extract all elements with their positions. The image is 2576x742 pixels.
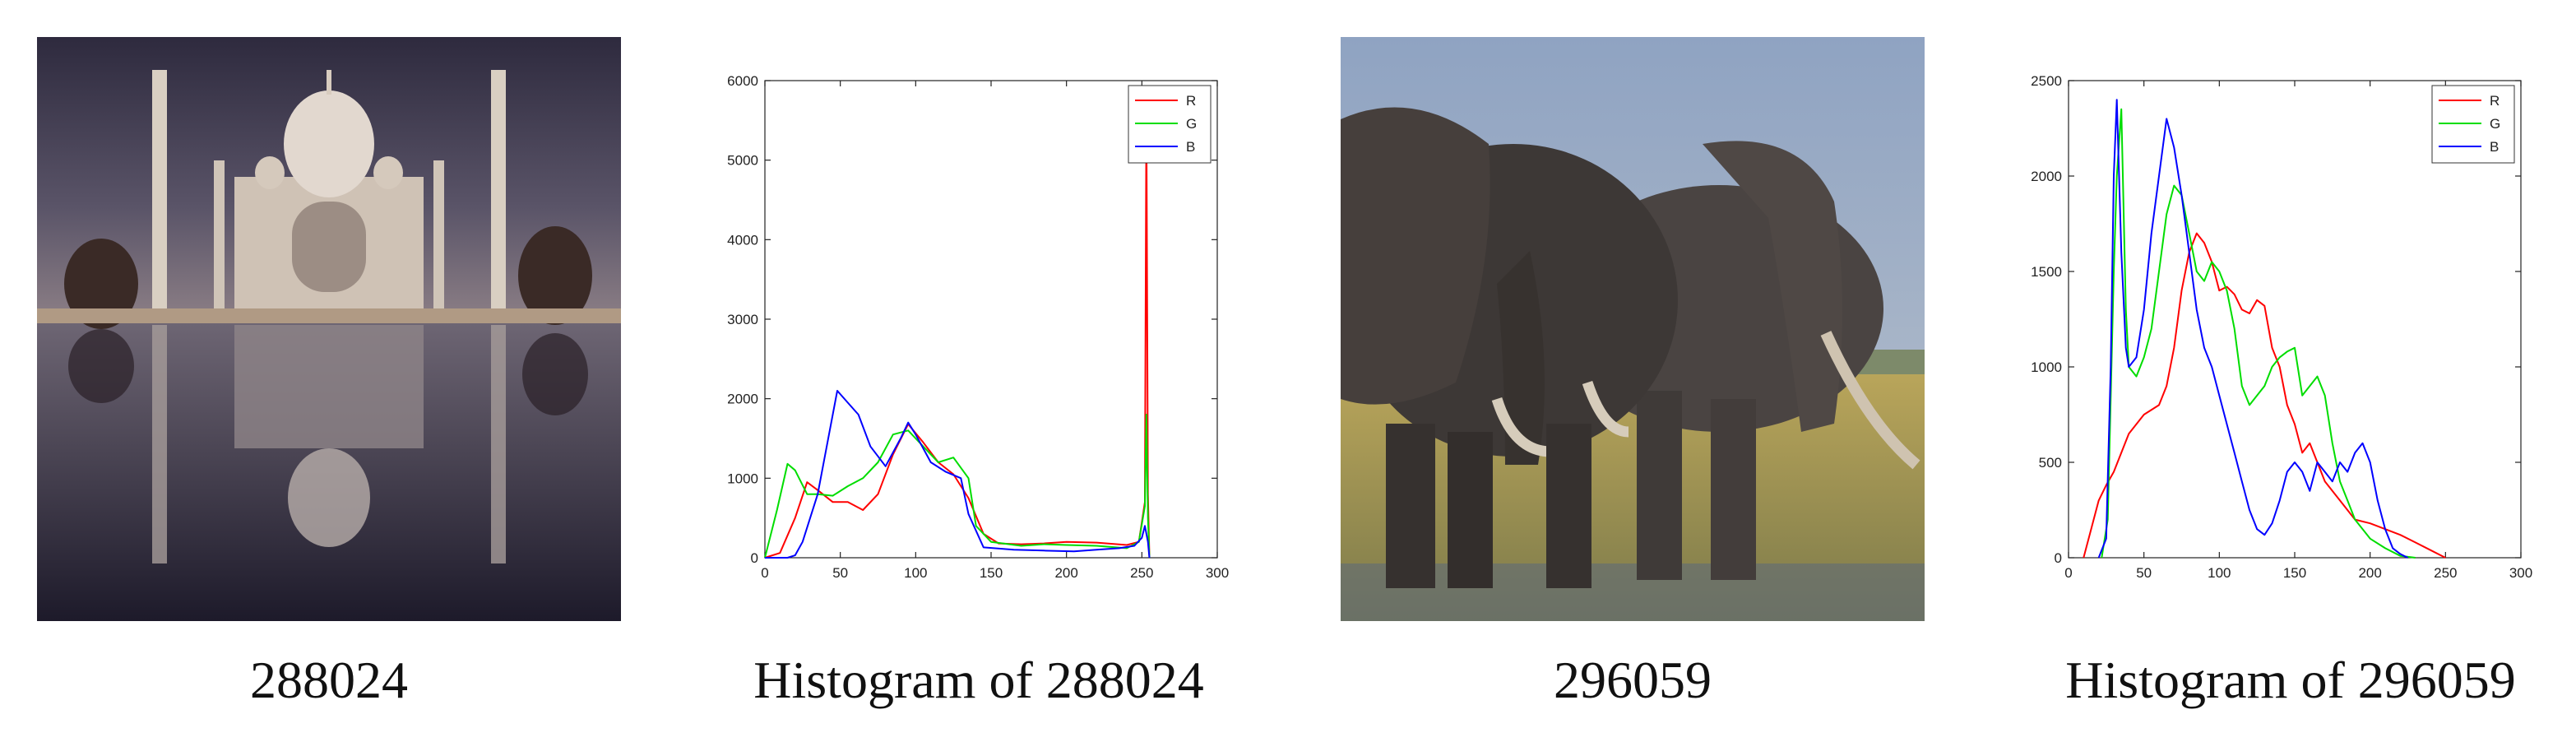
legend-label-b: B <box>1186 139 1195 155</box>
series-line-b <box>2097 99 2408 559</box>
caption-296059: 296059 <box>1554 651 1712 709</box>
y-tick-label: 3000 <box>727 312 758 327</box>
y-tick-label: 2000 <box>2031 169 2062 184</box>
series-line-g <box>2101 108 2416 559</box>
y-tick-label: 6000 <box>727 73 758 89</box>
x-tick-label: 0 <box>761 565 768 581</box>
legend-label-r: R <box>2490 93 2500 109</box>
y-tick-label: 0 <box>2055 550 2062 566</box>
histogram-chart-288024: 0 50 100 150 200 250 3000100020003000400050006… <box>727 73 1229 581</box>
x-tick-label: 100 <box>904 565 927 581</box>
caption-288024: 288024 <box>250 651 408 709</box>
legend-label-g: G <box>1186 116 1197 132</box>
x-tick-label: 200 <box>2358 565 2381 581</box>
elephants-image <box>1341 37 1925 621</box>
x-tick-label: 0 <box>2064 565 2072 581</box>
legend-label-r: R <box>1186 93 1196 109</box>
x-tick-label: 150 <box>980 565 1003 581</box>
series-line-b <box>765 390 1151 559</box>
caption-histogram-296059: Histogram of 296059 <box>2065 651 2516 709</box>
x-tick-label: 300 <box>1206 565 1229 581</box>
x-tick-label: 100 <box>2208 565 2231 581</box>
x-tick-label: 200 <box>1054 565 1077 581</box>
x-tick-label: 250 <box>1130 565 1153 581</box>
x-tick-label: 250 <box>2434 565 2457 581</box>
legend-label-b: B <box>2490 139 2499 155</box>
y-tick-label: 2000 <box>727 392 758 407</box>
y-tick-label: 1500 <box>2031 264 2062 280</box>
photo-288024 <box>37 37 621 621</box>
x-tick-label: 50 <box>2136 565 2152 581</box>
y-tick-label: 4000 <box>727 232 758 248</box>
y-tick-label: 2500 <box>2031 73 2062 89</box>
series-line-g <box>764 414 1151 559</box>
x-tick-label: 150 <box>2283 565 2306 581</box>
photo-296059 <box>1341 37 1925 621</box>
x-tick-label: 50 <box>832 565 848 581</box>
histogram-chart-296059: 0 50 100 150 200 250 300 0 500 1000 1500 2000 2500 RG… <box>2031 73 2532 581</box>
y-tick-label: 1000 <box>727 471 758 486</box>
y-tick-label: 1000 <box>2031 359 2062 375</box>
y-tick-label: 500 <box>2039 455 2062 471</box>
y-tick-label: 0 <box>751 550 758 566</box>
taj-mahal-image <box>37 37 621 621</box>
caption-histogram-288024: Histogram of 288024 <box>753 651 1204 709</box>
y-tick-label: 5000 <box>727 153 758 169</box>
legend-label-g: G <box>2490 116 2500 132</box>
x-tick-label: 300 <box>2509 565 2532 581</box>
